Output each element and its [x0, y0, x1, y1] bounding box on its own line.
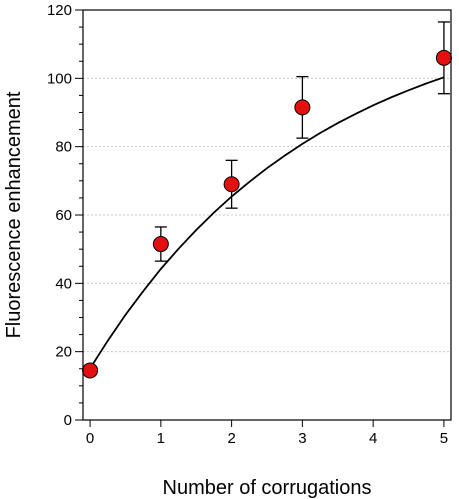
- fit-curve: [89, 76, 445, 369]
- y-tick-label: 120: [47, 2, 72, 19]
- error-bars: [154, 21, 450, 262]
- axes: [75, 9, 452, 427]
- y-tick-label: 60: [55, 207, 72, 224]
- x-axis-title: Number of corrugations: [163, 477, 372, 499]
- x-tick-label: 4: [369, 430, 377, 447]
- data-point: [435, 49, 452, 66]
- data-point: [82, 362, 99, 379]
- gridlines: [83, 77, 451, 353]
- y-tick-label: 100: [47, 70, 72, 87]
- x-tick-label: 5: [440, 430, 448, 447]
- data-points: [82, 49, 452, 379]
- x-tick-label: 2: [227, 430, 235, 447]
- y-tick-label: 80: [55, 139, 72, 156]
- x-tick-label: 0: [86, 430, 94, 447]
- data-point: [152, 236, 169, 253]
- tick-labels: 0 20 40 60 80 100 120 0 1 2 3 4 5: [47, 2, 448, 447]
- y-axis-title: Fluorescence enhancement: [3, 91, 25, 338]
- x-tick-label: 1: [157, 430, 165, 447]
- y-tick-label: 20: [55, 344, 72, 361]
- y-tick-label: 40: [55, 275, 72, 292]
- y-tick-label: 0: [64, 412, 72, 429]
- data-point: [223, 176, 240, 193]
- x-tick-label: 3: [298, 430, 306, 447]
- data-point: [294, 99, 311, 116]
